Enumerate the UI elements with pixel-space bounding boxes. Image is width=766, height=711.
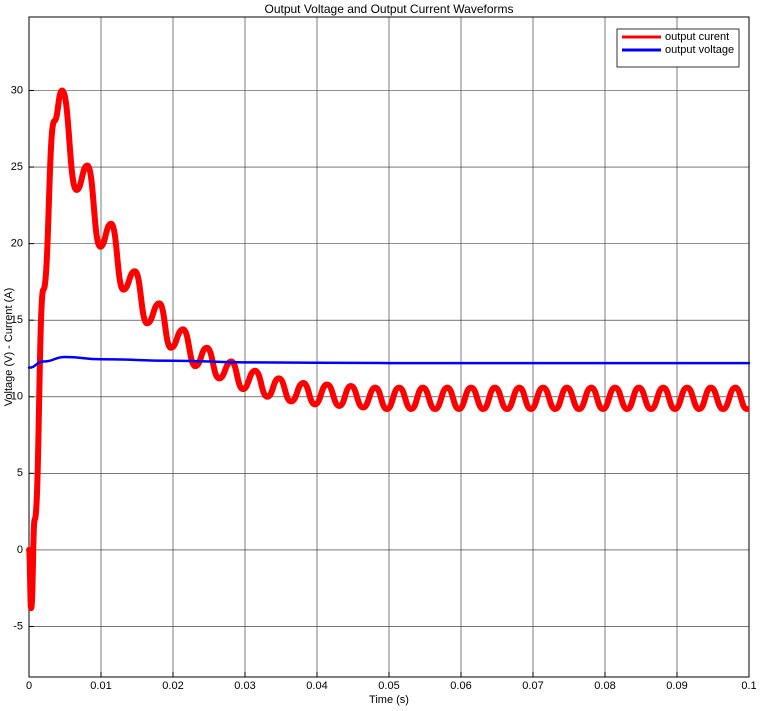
y-tick-label: -5: [13, 620, 23, 632]
y-tick-label: 0: [17, 544, 23, 556]
x-tick-label: 0.1: [741, 680, 756, 692]
y-tick-label: 30: [11, 84, 23, 96]
y-axis-label: Voltage (V) - Current (A): [3, 288, 15, 407]
x-tick-label: 0.07: [522, 680, 543, 692]
legend-box: [616, 28, 740, 68]
legend-label: output voltage: [665, 44, 734, 56]
data-line: [26, 87, 750, 612]
y-tick-label: 10: [11, 391, 23, 403]
x-tick-label: 0.03: [234, 680, 255, 692]
x-tick-label: 0.05: [378, 680, 399, 692]
y-tick-label: 15: [11, 314, 23, 326]
y-tick-label: 5: [17, 467, 23, 479]
plot-frame: [28, 16, 750, 678]
x-tick-label: 0.06: [450, 680, 471, 692]
y-tick-label: 20: [11, 238, 23, 250]
x-tick-label: 0.08: [594, 680, 615, 692]
x-tick-label: 0.01: [90, 680, 111, 692]
y-tick-label: 25: [11, 161, 23, 173]
chart-title: Output Voltage and Output Current Wavefo…: [264, 2, 513, 16]
data-line: [27, 355, 751, 369]
legend-label: output curent: [665, 31, 729, 43]
x-tick-label: 0.09: [666, 680, 687, 692]
x-axis-label: Time (s): [369, 694, 409, 706]
x-tick-label: 0.02: [162, 680, 183, 692]
x-tick-label: 0.04: [306, 680, 327, 692]
x-tick-label: 0: [26, 680, 32, 692]
